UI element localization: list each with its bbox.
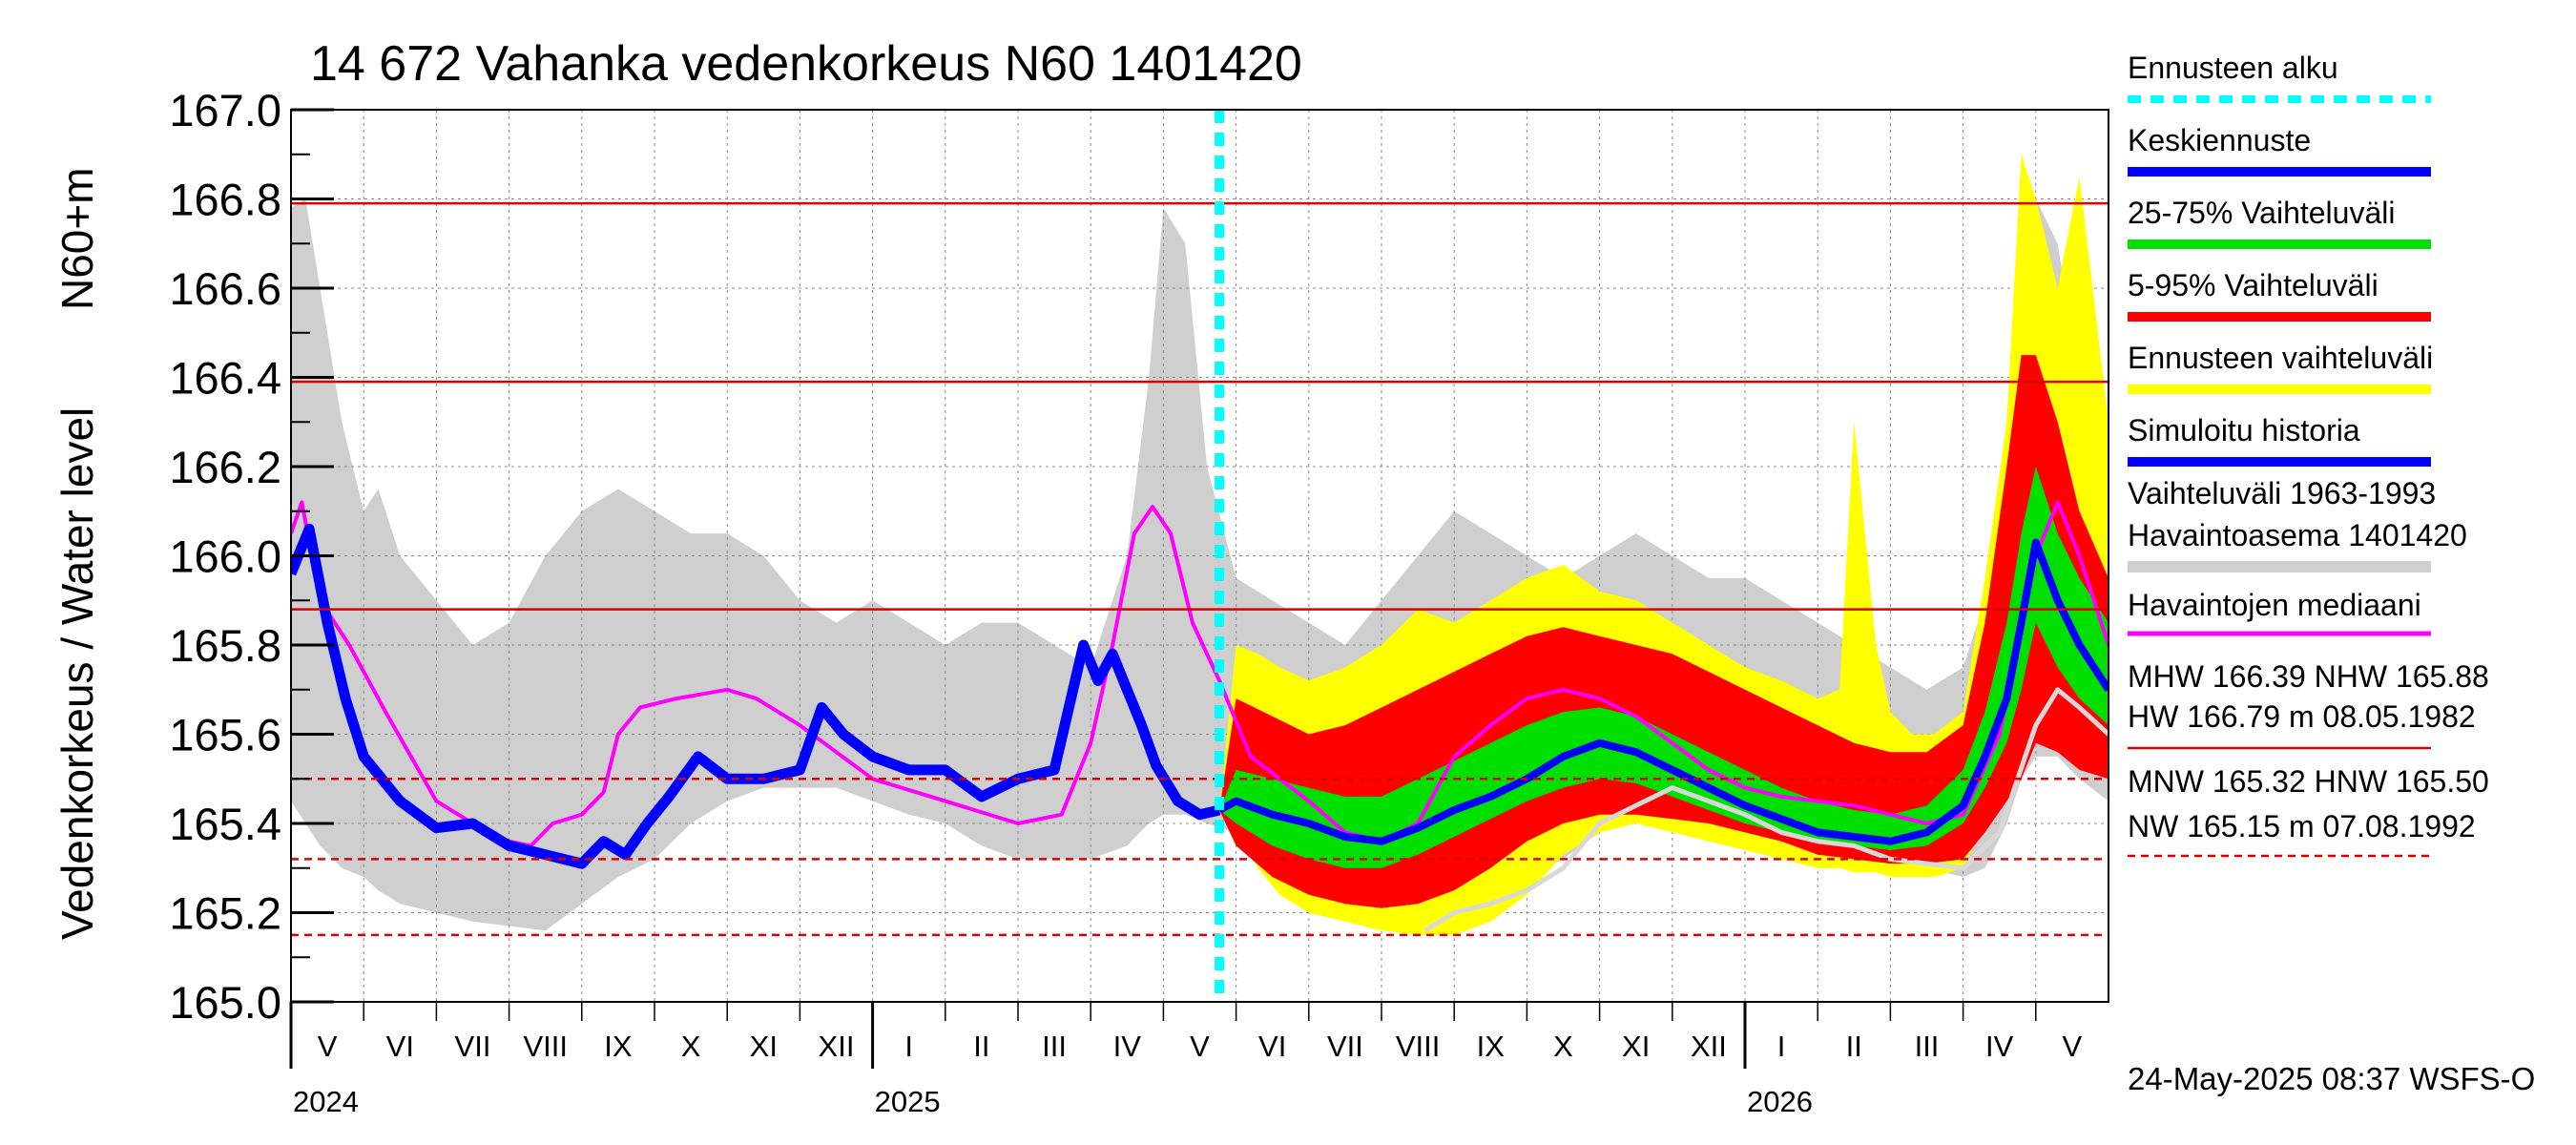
legend-label: Havaintoasema 1401420	[2128, 518, 2467, 552]
y-tick-label: 166.0	[169, 531, 281, 582]
x-month-label: V	[318, 1030, 338, 1063]
y-tick-label: 165.2	[169, 888, 281, 939]
y-tick-label: 166.8	[169, 175, 281, 225]
y-tick-label: 165.8	[169, 620, 281, 671]
plot-content	[291, 110, 2109, 1002]
x-month-label: III	[1915, 1030, 1940, 1063]
x-month-label: X	[681, 1030, 701, 1063]
x-month-label: IX	[1477, 1030, 1506, 1063]
timestamp: 24-May-2025 08:37 WSFS-O	[2128, 1061, 2535, 1096]
x-month-label: IV	[1113, 1030, 1142, 1063]
line-simulated-history	[291, 523, 1221, 869]
x-month-label: XI	[750, 1030, 778, 1063]
y-tick-label: 165.0	[169, 977, 281, 1028]
year-label: 2025	[875, 1085, 941, 1118]
x-month-label: I	[1777, 1030, 1786, 1063]
x-month-label: VIII	[523, 1030, 568, 1063]
x-month-label: V	[1190, 1030, 1210, 1063]
axes: 165.0 165.2 165.4 165.6 165.8 166.0 166.2 166.4…	[169, 85, 2109, 1118]
stat-label: NW 165.15 m 07.08.1992	[2128, 809, 2476, 843]
x-month-label: VII	[1327, 1030, 1363, 1063]
x-month-label: II	[973, 1030, 989, 1063]
legend-label: 5-95% Vaihteluväli	[2128, 268, 2379, 302]
y-axis-unit-label: N60+m	[52, 167, 102, 310]
legend-label: Havaintojen mediaani	[2128, 588, 2421, 622]
x-month-label: II	[1846, 1030, 1862, 1063]
plot-area	[291, 110, 2109, 1002]
y-axis-label: Vedenkorkeus / Water level	[52, 407, 102, 940]
y-tick-label: 167.0	[169, 85, 281, 135]
legend-label: Ennusteen vaihteluväli	[2128, 341, 2433, 375]
x-month-label: IV	[1985, 1030, 2014, 1063]
legend: Ennusteen alku Keskiennuste 25-75% Vaihtel…	[2128, 51, 2489, 858]
y-tick-label: 166.6	[169, 263, 281, 314]
legend-label: Ennusteen alku	[2128, 51, 2338, 85]
year-label: 2024	[293, 1085, 359, 1118]
y-tick-label: 165.4	[169, 799, 281, 849]
x-month-label: VII	[455, 1030, 491, 1063]
y-tick-label: 166.4	[169, 353, 281, 404]
stat-label: MHW 166.39 NHW 165.88	[2128, 659, 2489, 694]
x-month-label: X	[1553, 1030, 1573, 1063]
legend-label: Vaihteluväli 1963-1993	[2128, 476, 2436, 510]
x-month-label: VI	[1258, 1030, 1286, 1063]
x-month-label: I	[904, 1030, 913, 1063]
y-tick-label: 166.2	[169, 442, 281, 492]
x-month-label: V	[2063, 1030, 2083, 1063]
y-tick-label: 165.6	[169, 710, 281, 760]
legend-label: 25-75% Vaihteluväli	[2128, 196, 2395, 230]
legend-label: Keskiennuste	[2128, 123, 2311, 157]
x-month-label: XI	[1622, 1030, 1650, 1063]
x-month-label: III	[1042, 1030, 1067, 1063]
stat-label: HW 166.79 m 08.05.1982	[2128, 699, 2476, 734]
band-25-75	[1219, 467, 2109, 868]
line-observed-median	[291, 500, 2109, 848]
x-month-label: VI	[386, 1030, 414, 1063]
legend-label: Simuloitu historia	[2128, 413, 2360, 448]
stat-label: MNW 165.32 HNW 165.50	[2128, 764, 2489, 799]
year-label: 2026	[1747, 1085, 1813, 1118]
x-month-label: XII	[1691, 1030, 1727, 1063]
x-month-label: XII	[819, 1030, 855, 1063]
x-month-label: IX	[604, 1030, 633, 1063]
line-forecast-mean	[1217, 538, 2109, 845]
line-sim-compare	[1423, 687, 2109, 933]
chart-title: 14 672 Vahanka vedenkorkeus N60 1401420	[310, 36, 1302, 92]
x-month-label: VIII	[1396, 1030, 1441, 1063]
